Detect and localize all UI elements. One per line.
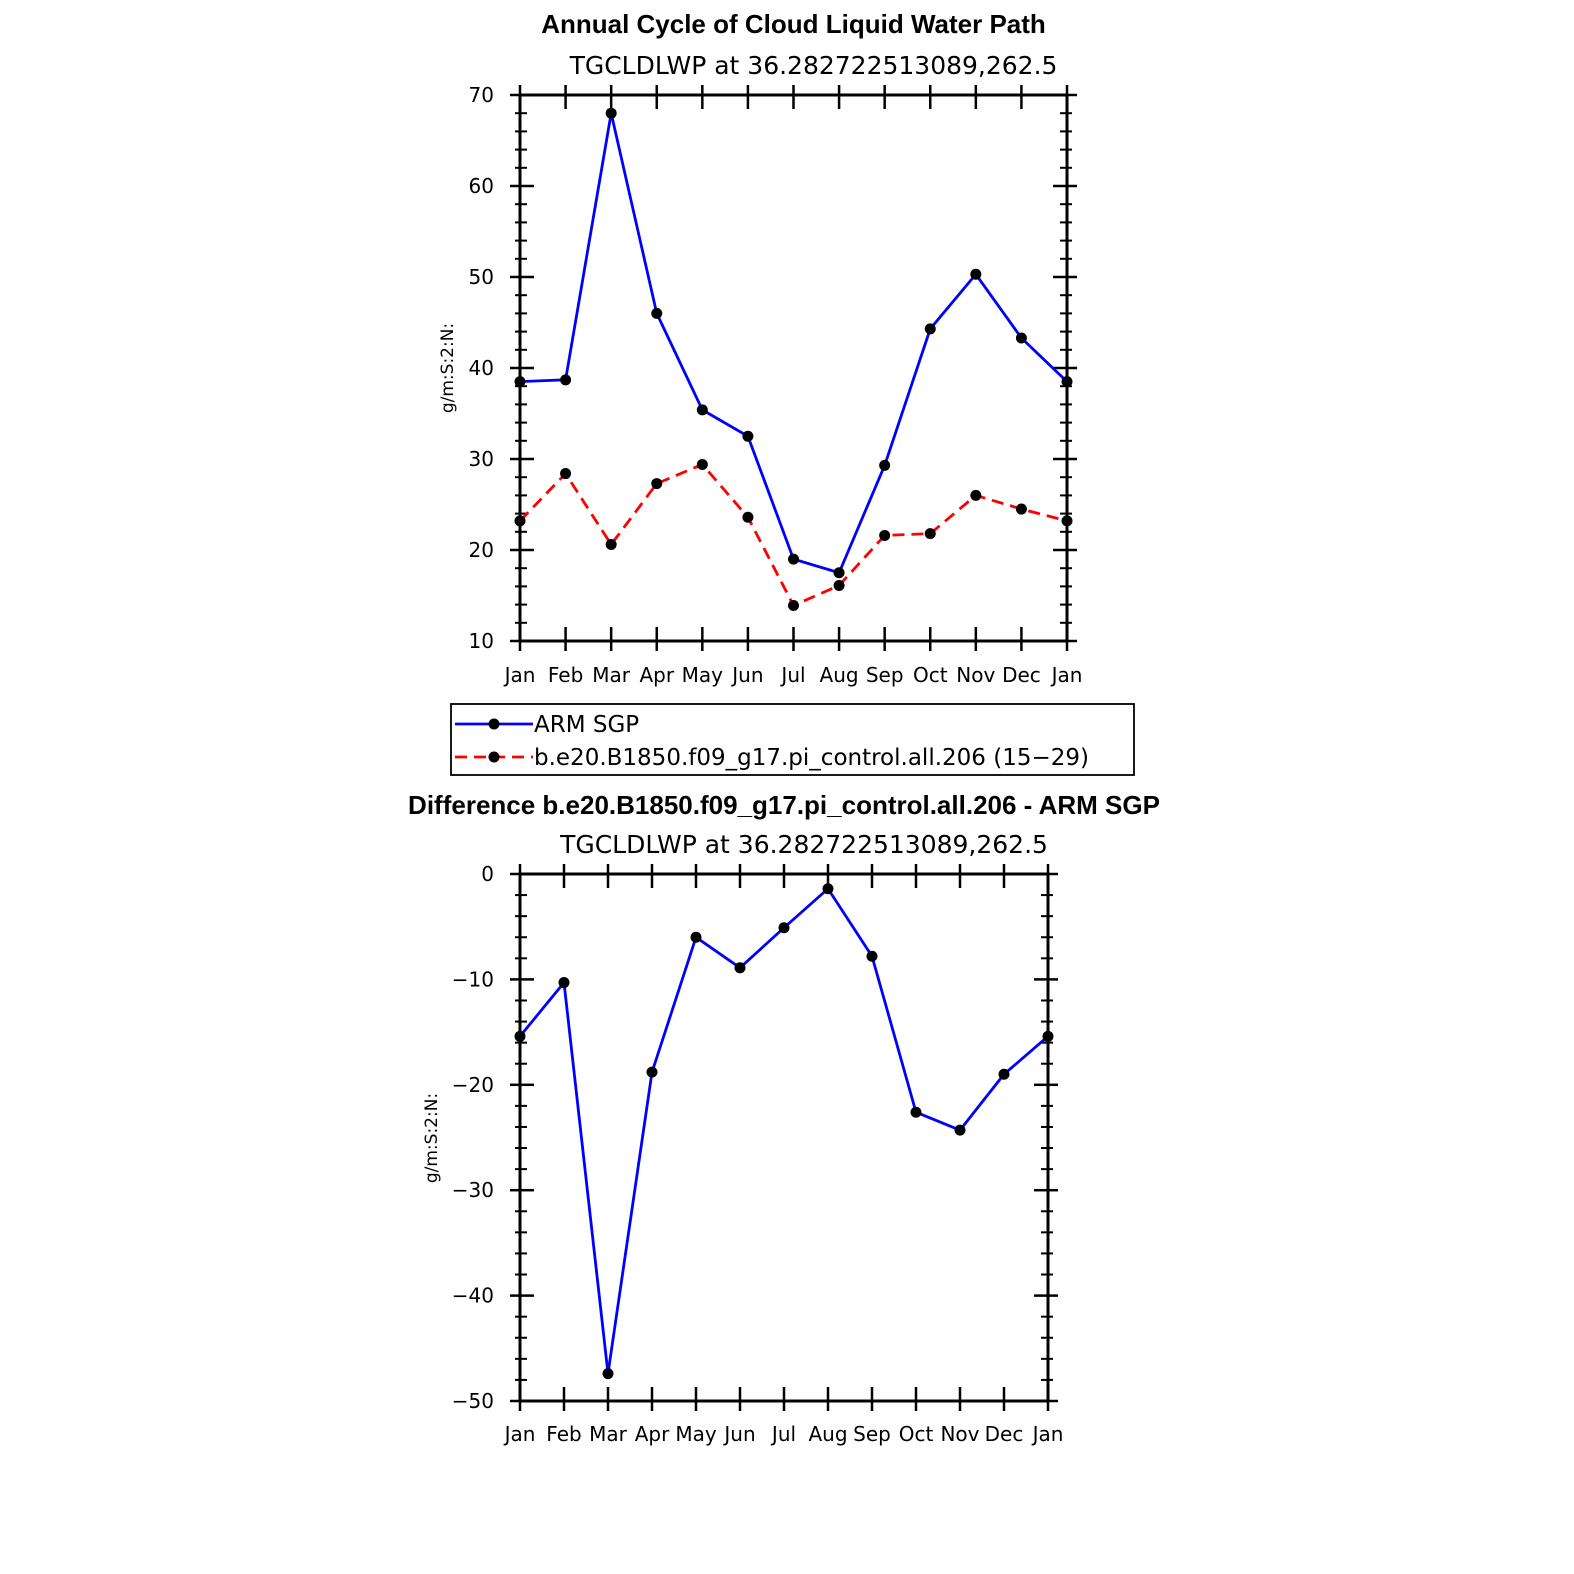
data-point: [1061, 376, 1073, 388]
x-tick-label: Feb: [546, 1422, 581, 1446]
data-point: [866, 950, 878, 962]
x-tick-label: May: [675, 1422, 717, 1446]
data-point: [646, 1066, 658, 1078]
x-tick-label: Aug: [808, 1422, 847, 1446]
x-tick-label: Jul: [779, 663, 805, 687]
x-tick-label: May: [682, 663, 724, 687]
series-line-1: [518, 886, 1049, 1374]
data-point: [822, 883, 834, 895]
data-point: [696, 404, 708, 416]
legend: ARM SGP b.e20.B1850.f09_g17.pi_control.al…: [450, 703, 1135, 776]
y-tick-label: 50: [469, 265, 494, 289]
legend-label: b.e20.B1850.f09_g17.pi_control.all.206 (…: [534, 745, 1089, 771]
data-point: [778, 922, 790, 934]
x-tick-label: Nov: [956, 663, 995, 687]
legend-box: [450, 703, 1135, 776]
legend-marker: [488, 751, 500, 763]
data-point: [605, 539, 617, 551]
data-point: [924, 528, 936, 540]
series-line-2: [518, 462, 1068, 608]
y-tick-label: 70: [469, 83, 494, 107]
data-point: [1015, 503, 1027, 515]
x-tick-label: Jan: [503, 1422, 536, 1446]
y-tick-label: 60: [469, 174, 494, 198]
data-point: [924, 323, 936, 335]
y-tick-label: 30: [469, 447, 494, 471]
data-point: [1015, 332, 1027, 344]
x-tick-label: Sep: [853, 1422, 891, 1446]
x-tick-label: Aug: [820, 663, 859, 687]
data-point: [742, 511, 754, 523]
data-point: [998, 1068, 1010, 1080]
chart-subtitle: TGCLDLWP at 36.282722513089,262.5: [569, 51, 1058, 80]
y-tick-label: 40: [469, 356, 494, 380]
data-point: [1042, 1030, 1054, 1042]
y-tick-label: 10: [469, 629, 494, 653]
x-tick-label: Apr: [639, 663, 674, 687]
data-point: [879, 459, 891, 471]
data-point: [910, 1106, 922, 1118]
data-point: [514, 515, 526, 527]
data-point: [734, 962, 746, 974]
data-point: [651, 478, 663, 490]
y-axis-label: g/m:S:2:N:: [438, 323, 458, 413]
y-tick-label: −50: [452, 1389, 494, 1413]
data-point: [690, 931, 702, 943]
data-point: [879, 529, 891, 541]
x-tick-label: Dec: [985, 1422, 1024, 1446]
y-axis-label: g/m:S:2:N:: [422, 1093, 442, 1183]
data-point: [560, 374, 572, 386]
x-tick-label: Jun: [722, 1422, 755, 1446]
y-tick-label: −40: [452, 1284, 494, 1308]
x-tick-label: Jan: [1031, 1422, 1064, 1446]
y-tick-label: −20: [452, 1073, 494, 1097]
x-tick-label: Apr: [635, 1422, 670, 1446]
data-point: [514, 1030, 526, 1042]
y-tick-label: −10: [452, 967, 494, 991]
data-point: [514, 376, 526, 388]
data-point: [788, 600, 799, 612]
x-tick-label: Nov: [940, 1422, 979, 1446]
series-line-1: [519, 112, 1068, 575]
data-point: [742, 430, 754, 442]
y-tick-label: −30: [452, 1178, 494, 1202]
data-point: [1061, 515, 1073, 527]
x-tick-label: Oct: [899, 1422, 934, 1446]
x-tick-label: Jan: [1050, 663, 1083, 687]
y-tick-label: 0: [481, 862, 494, 886]
data-point: [970, 268, 982, 280]
chart-title: Annual Cycle of Cloud Liquid Water Path: [541, 9, 1046, 39]
data-point: [560, 468, 572, 480]
data-point: [833, 567, 845, 579]
chart-1: Annual Cycle of Cloud Liquid Water Path T…: [438, 9, 1135, 776]
x-tick-label: Jun: [730, 663, 763, 687]
data-point: [651, 307, 663, 319]
chart-title: Difference b.e20.B1850.f09_g17.pi_contro…: [408, 790, 1160, 820]
y-tick-label: 20: [469, 538, 494, 562]
x-tick-label: Sep: [866, 663, 904, 687]
data-point: [696, 458, 708, 470]
x-tick-label: Oct: [913, 663, 948, 687]
data-point: [605, 107, 617, 119]
x-tick-label: Dec: [1002, 663, 1041, 687]
data-point: [970, 489, 982, 501]
x-tick-label: Mar: [589, 1422, 628, 1446]
chart-2: Difference b.e20.B1850.f09_g17.pi_contro…: [408, 790, 1160, 1446]
x-tick-label: Jul: [770, 1422, 796, 1446]
data-point: [954, 1124, 966, 1136]
legend-label: ARM SGP: [534, 712, 639, 738]
legend-marker: [488, 718, 500, 730]
data-point: [602, 1368, 614, 1380]
data-point: [833, 579, 845, 591]
x-tick-label: Jan: [503, 663, 536, 687]
data-point: [788, 553, 799, 565]
chart-subtitle: TGCLDLWP at 36.282722513089,262.5: [559, 830, 1048, 859]
data-point: [558, 977, 570, 989]
x-tick-label: Feb: [548, 663, 583, 687]
plot-frame: [518, 872, 1050, 1403]
x-tick-label: Mar: [592, 663, 631, 687]
